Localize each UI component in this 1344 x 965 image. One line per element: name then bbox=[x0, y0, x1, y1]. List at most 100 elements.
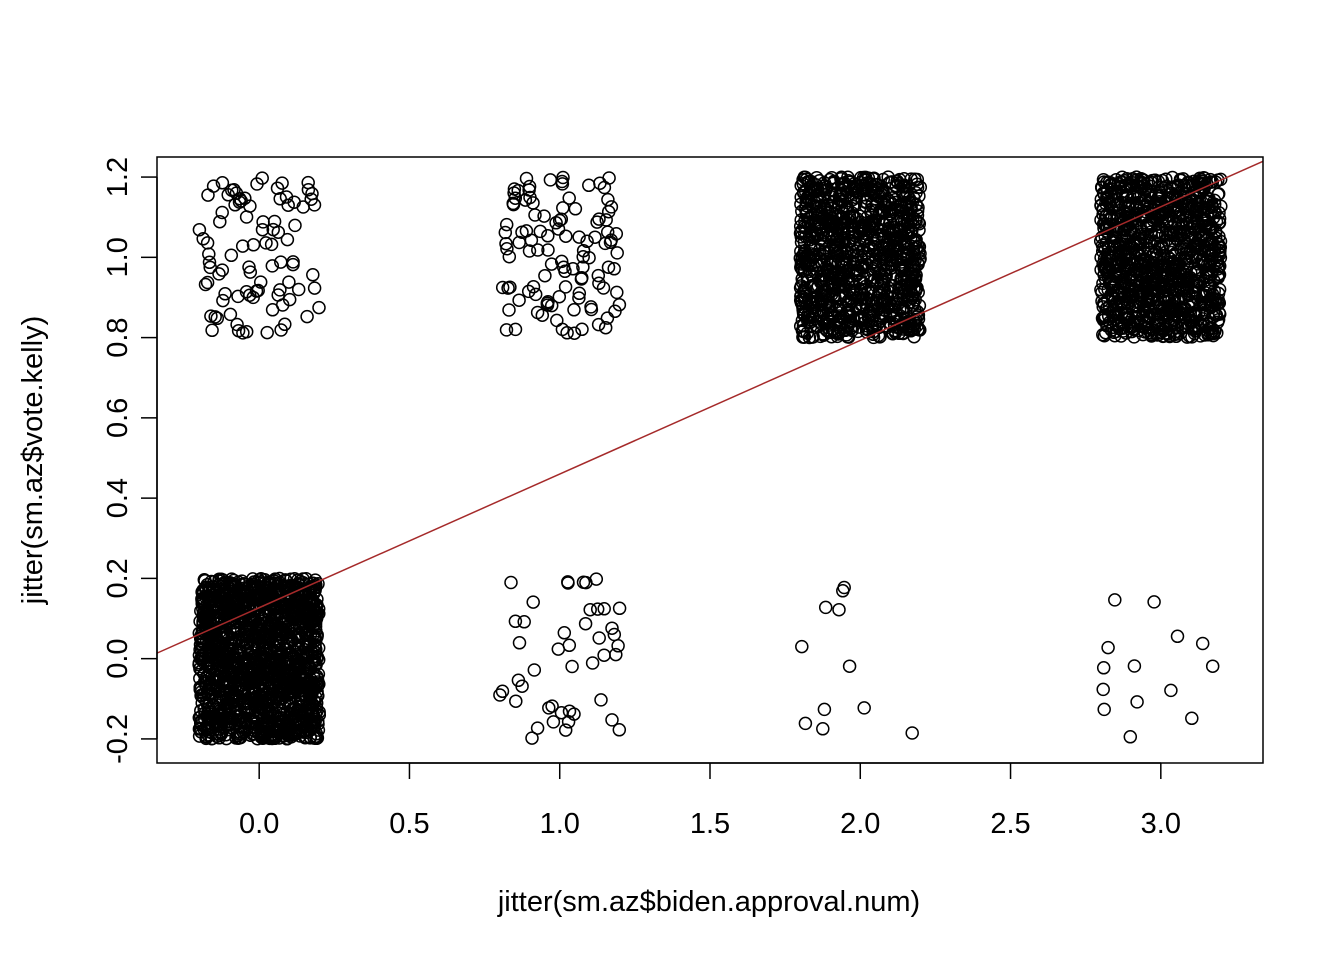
data-point bbox=[543, 173, 558, 187]
data-point bbox=[229, 653, 244, 668]
data-point bbox=[511, 183, 525, 198]
data-point bbox=[274, 688, 289, 703]
data-point bbox=[239, 640, 254, 654]
data-point bbox=[294, 678, 308, 692]
data-point bbox=[1097, 259, 1112, 274]
data-point bbox=[872, 265, 887, 280]
data-point bbox=[600, 311, 615, 325]
data-point bbox=[213, 214, 227, 229]
data-point bbox=[286, 257, 300, 272]
data-point bbox=[861, 171, 876, 185]
data-point bbox=[288, 606, 302, 620]
data-point bbox=[1102, 197, 1117, 212]
data-point bbox=[911, 308, 926, 322]
data-point bbox=[1097, 328, 1112, 343]
data-point bbox=[1153, 266, 1167, 280]
data-point bbox=[811, 228, 825, 243]
data-point bbox=[597, 648, 611, 662]
data-point bbox=[1107, 325, 1121, 340]
data-point bbox=[826, 175, 841, 189]
data-point bbox=[1198, 255, 1213, 269]
data-point bbox=[230, 709, 244, 723]
data-point bbox=[836, 263, 850, 278]
data-point bbox=[232, 599, 246, 613]
data-point bbox=[580, 234, 594, 249]
data-point bbox=[286, 255, 300, 269]
data-point bbox=[301, 656, 315, 670]
data-point bbox=[1196, 180, 1211, 194]
data-point bbox=[612, 297, 627, 312]
data-point bbox=[1184, 226, 1198, 241]
data-point bbox=[1162, 196, 1176, 211]
data-point bbox=[312, 300, 326, 315]
data-point bbox=[1125, 172, 1140, 186]
data-point bbox=[300, 722, 315, 737]
data-point bbox=[312, 708, 327, 722]
data-point bbox=[1183, 243, 1197, 257]
data-point bbox=[255, 222, 270, 237]
data-point bbox=[897, 180, 911, 194]
data-point bbox=[199, 729, 213, 744]
data-point bbox=[841, 226, 856, 241]
data-point bbox=[212, 644, 226, 659]
data-point bbox=[811, 257, 825, 272]
data-point bbox=[1194, 201, 1209, 215]
data-point bbox=[797, 226, 812, 241]
data-point bbox=[862, 293, 876, 308]
data-point bbox=[1121, 219, 1136, 233]
data-point bbox=[495, 684, 510, 699]
data-point bbox=[309, 700, 324, 715]
data-point bbox=[502, 249, 517, 264]
data-point bbox=[1186, 307, 1201, 321]
data-point bbox=[851, 255, 865, 270]
data-point bbox=[1096, 207, 1110, 222]
data-point bbox=[1194, 174, 1209, 188]
data-point bbox=[803, 315, 817, 330]
data-point bbox=[221, 606, 235, 620]
data-point bbox=[572, 291, 586, 305]
data-point bbox=[235, 239, 250, 253]
data-point bbox=[287, 650, 301, 664]
data-point bbox=[1096, 310, 1111, 325]
data-point bbox=[572, 230, 586, 244]
data-point bbox=[299, 647, 313, 662]
data-point bbox=[210, 311, 225, 326]
data-point bbox=[1151, 236, 1165, 251]
data-point bbox=[498, 225, 513, 240]
data-point bbox=[1204, 298, 1219, 313]
data-point bbox=[200, 275, 215, 290]
data-point bbox=[306, 595, 320, 610]
data-point bbox=[1181, 175, 1195, 189]
data-point bbox=[235, 671, 250, 685]
data-point bbox=[518, 193, 533, 207]
x-tick-label: 2.0 bbox=[840, 808, 880, 840]
data-point bbox=[216, 630, 231, 644]
data-point bbox=[264, 237, 279, 252]
data-point bbox=[239, 210, 254, 224]
data-point bbox=[1209, 214, 1224, 229]
data-point bbox=[797, 330, 812, 344]
data-point bbox=[892, 236, 907, 251]
data-point bbox=[282, 582, 297, 597]
data-point bbox=[526, 279, 541, 294]
data-point bbox=[207, 590, 222, 605]
data-point bbox=[817, 702, 832, 717]
data-point bbox=[1105, 182, 1120, 196]
data-point bbox=[865, 214, 879, 228]
data-point bbox=[562, 704, 577, 718]
data-point bbox=[230, 689, 245, 704]
data-point bbox=[1108, 292, 1122, 306]
data-point bbox=[530, 721, 545, 735]
data-point bbox=[1100, 301, 1114, 316]
data-point bbox=[306, 643, 320, 657]
y-tick-label: 1.2 bbox=[102, 157, 134, 197]
data-point bbox=[196, 232, 210, 246]
data-point bbox=[198, 607, 212, 622]
data-point bbox=[1181, 320, 1195, 335]
data-point bbox=[592, 212, 606, 226]
data-point bbox=[1210, 326, 1224, 340]
data-point bbox=[522, 179, 537, 194]
data-point bbox=[825, 276, 840, 291]
data-point bbox=[1205, 659, 1220, 673]
